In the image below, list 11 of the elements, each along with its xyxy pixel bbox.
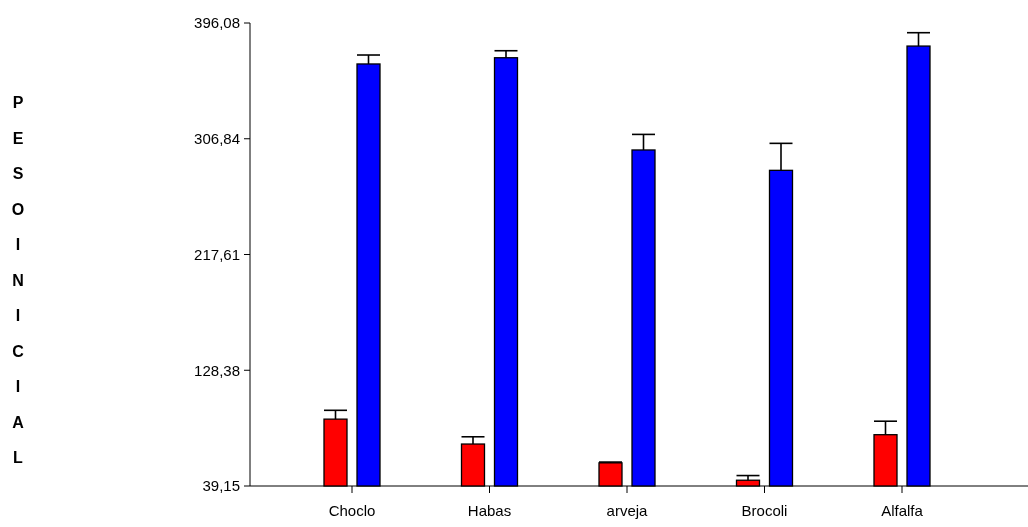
text: PESO INICIAL bbox=[11, 94, 25, 466]
x-tick-label: Choclo bbox=[328, 502, 376, 519]
y-tick-label: 217,61 bbox=[194, 245, 240, 263]
x-tick-label: Alfalfa bbox=[881, 502, 924, 519]
x-tick-label: arveja bbox=[606, 502, 649, 519]
x-tick-label: Habas bbox=[467, 502, 512, 519]
x-tick-label: Brocoli bbox=[741, 502, 788, 519]
y-tick-label: 128,38 bbox=[194, 361, 240, 379]
y-tick-label: 396,08 bbox=[194, 14, 240, 32]
y-tick-label: 39,15 bbox=[202, 477, 240, 495]
y-tick-label: 306,84 bbox=[194, 130, 240, 148]
